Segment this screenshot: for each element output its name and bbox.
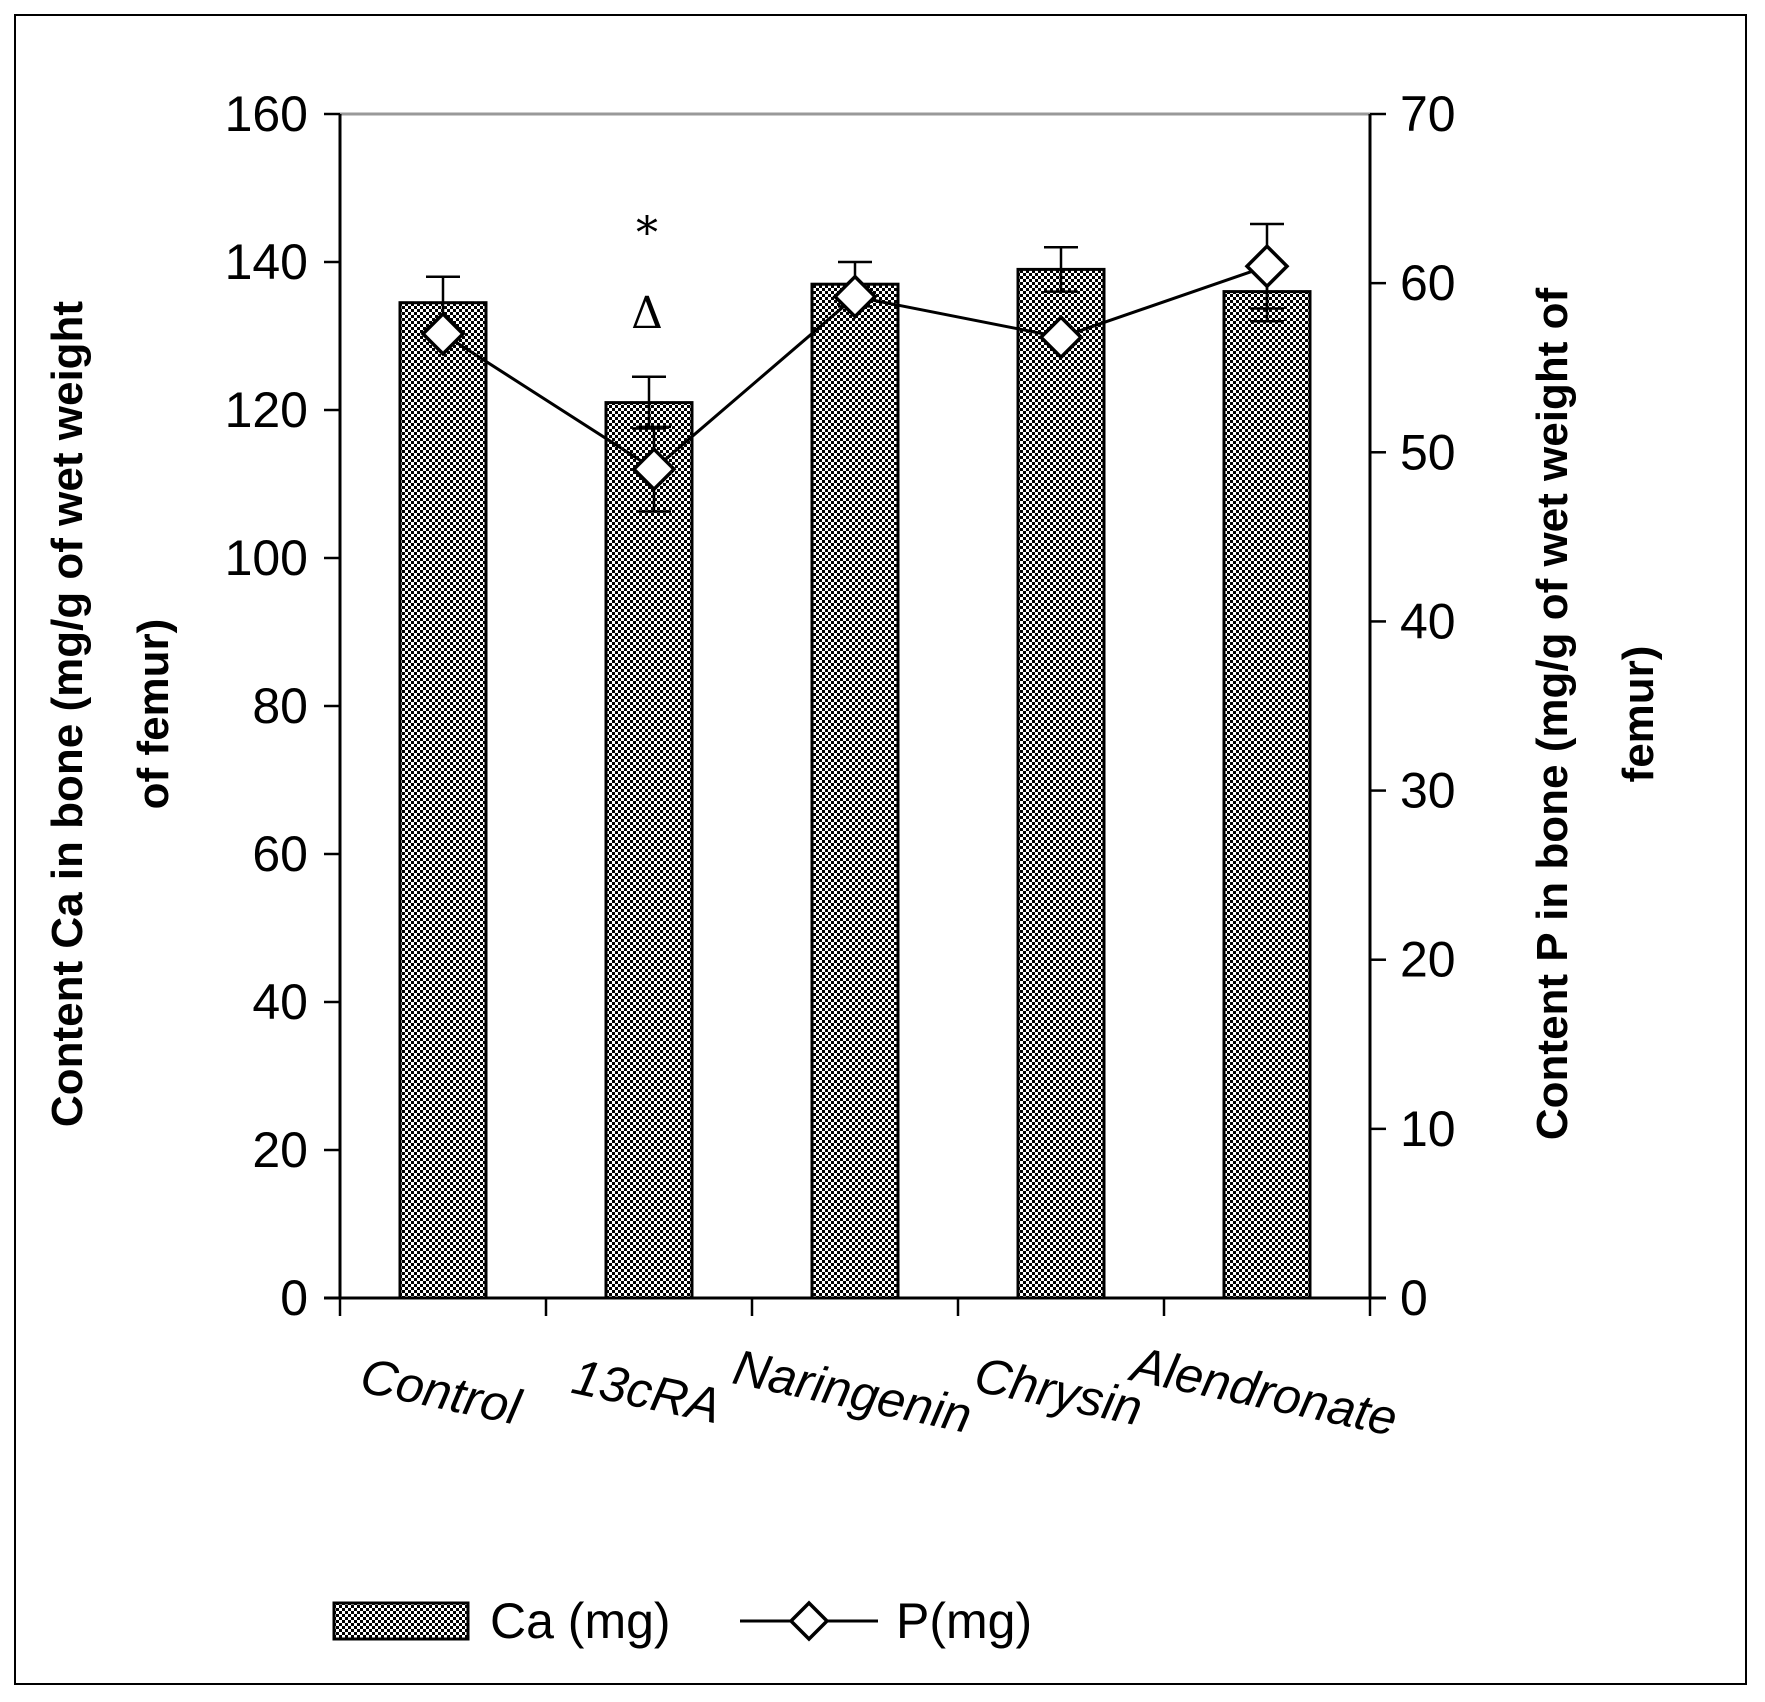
left-axis-title: Content Ca in bone (mg/g of wet weight of…: [43, 301, 178, 1128]
right-tick-label: 40: [1400, 593, 1456, 649]
right-tick-label: 10: [1400, 1101, 1456, 1157]
ca-bar-alendronate: [1222, 290, 1312, 1300]
left-tick-label: 120: [225, 382, 308, 438]
p-marker-alendronate: [1244, 243, 1290, 289]
right-tick-label: 60: [1400, 255, 1456, 311]
p-marker-naringenin: [832, 274, 878, 320]
x-category-label: Chrysin: [970, 1346, 1147, 1436]
significance-delta: Δ: [631, 288, 663, 339]
left-tick-label: 20: [252, 1122, 308, 1178]
right-axis-title: Content P in bone (mg/g of wet weight of…: [1528, 288, 1663, 1141]
ca-bar-chrysin: [1016, 267, 1106, 1300]
ca-bar-control: [398, 301, 488, 1300]
left-tick-label: 160: [225, 86, 308, 142]
ca-bar-naringenin: [810, 282, 900, 1300]
right-tick-label: 70: [1400, 86, 1456, 142]
legend-p-label: P(mg): [896, 1593, 1032, 1649]
left-axis-title-line1: Content Ca in bone (mg/g of wet weight: [43, 301, 92, 1128]
x-category-label: Naringenin: [728, 1339, 976, 1444]
left-tick-label: 140: [225, 234, 308, 290]
right-axis-title-line2: femur): [1614, 646, 1663, 783]
significance-asterisk: *: [636, 208, 658, 259]
x-category-label: Alendronate: [1124, 1335, 1402, 1446]
right-axis-title-line1: Content P in bone (mg/g of wet weight of: [1528, 288, 1577, 1141]
legend-ca-swatch: [332, 1601, 470, 1641]
left-tick-label: 100: [225, 530, 308, 586]
right-tick-label: 30: [1400, 763, 1456, 819]
legend-ca-label: Ca (mg): [490, 1593, 671, 1649]
left-tick-label: 60: [252, 826, 308, 882]
left-tick-label: 0: [280, 1270, 308, 1326]
left-tick-label: 40: [252, 974, 308, 1030]
p-marker-13cra: [631, 446, 677, 492]
ca-bar-13cra: [604, 401, 694, 1300]
right-tick-label: 50: [1400, 424, 1456, 480]
p-marker-control: [420, 311, 466, 357]
left-tick-label: 80: [252, 678, 308, 734]
right-tick-label: 0: [1400, 1270, 1428, 1326]
right-tick-label: 20: [1400, 932, 1456, 988]
x-category-label: 13cRA: [567, 1348, 725, 1434]
left-axis-title-line2: of femur): [129, 619, 178, 810]
x-category-label: Control: [356, 1347, 527, 1436]
chart-frame: [14, 14, 1747, 1685]
legend-p-marker: [788, 1600, 830, 1642]
p-marker-chrysin: [1038, 314, 1084, 360]
